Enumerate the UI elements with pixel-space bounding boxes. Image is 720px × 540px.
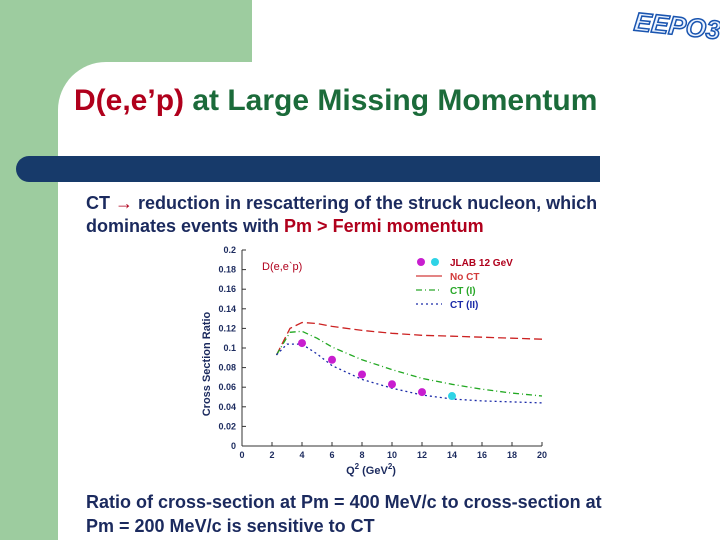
y-tick-label: 0.2 bbox=[223, 245, 236, 255]
bullet-ct-reduction: CT → reduction in rescattering of the st… bbox=[86, 192, 686, 238]
x-tick-label: 16 bbox=[477, 450, 487, 460]
series-line-no-ct bbox=[275, 321, 543, 356]
title-divider-bar bbox=[16, 156, 600, 182]
data-point bbox=[448, 392, 456, 401]
legend-label: JLAB 12 GeV bbox=[450, 258, 513, 269]
x-tick-label: 10 bbox=[387, 450, 397, 460]
data-point bbox=[358, 370, 366, 379]
bottom-line-1: Ratio of cross-section at Pm = 400 MeV/c… bbox=[86, 492, 602, 512]
x-tick-label: 0 bbox=[239, 450, 244, 460]
x-tick-label: 12 bbox=[417, 450, 427, 460]
title-rest: at Large Missing Momentum bbox=[184, 84, 598, 117]
eep03-logo: EEPO3 bbox=[632, 6, 720, 46]
legend-marker bbox=[431, 258, 439, 266]
data-point bbox=[418, 388, 426, 397]
y-tick-label: 0.02 bbox=[218, 421, 236, 431]
content-panel bbox=[58, 62, 720, 540]
page-title: D(e,e’p) at Large Missing Momentum bbox=[74, 84, 597, 118]
cross-section-ratio-chart: 00.020.040.060.080.10.120.140.160.180.2 … bbox=[201, 245, 547, 477]
y-tick-label: 0.18 bbox=[218, 265, 236, 275]
ct-label: CT bbox=[86, 193, 110, 213]
chart-legend: JLAB 12 GeV No CT CT (I) CT (II) bbox=[416, 258, 513, 311]
data-point bbox=[388, 380, 396, 389]
x-tick-label: 6 bbox=[329, 450, 334, 460]
y-tick-label: 0.08 bbox=[218, 363, 236, 373]
title-reaction: D(e,e’p) bbox=[74, 84, 185, 117]
logo-text: EEPO3 bbox=[633, 6, 720, 45]
x-tick-labels: 0 2 4 6 8 10 12 14 16 18 20 bbox=[239, 450, 547, 460]
y-tick-labels: 0 0.02 0.04 0.06 0.08 0.1 0.12 0.14 0.16 0.18 0.2 bbox=[218, 245, 236, 451]
y-tick-label: 0.1 bbox=[223, 343, 236, 353]
y-tick-label: 0.12 bbox=[218, 323, 236, 333]
series-line-ct-ii bbox=[276, 343, 543, 404]
y-tick-label: 0 bbox=[231, 441, 236, 451]
data-point bbox=[298, 339, 306, 348]
y-tick-label: 0.14 bbox=[218, 304, 236, 314]
reaction-label: D(e,e`p) bbox=[262, 261, 302, 273]
y-tick-label: 0.16 bbox=[218, 284, 236, 294]
pm-fermi-highlight: Pm > Fermi momentum bbox=[284, 216, 484, 236]
y-tick-label: 0.04 bbox=[218, 402, 236, 412]
bullet-text-2: dominates events with bbox=[86, 216, 285, 236]
plot-area bbox=[241, 249, 543, 447]
bullet-text-1: reduction in rescattering of the struck … bbox=[133, 193, 598, 213]
x-tick-label: 20 bbox=[537, 450, 547, 460]
x-tick-label: 2 bbox=[269, 450, 274, 460]
x-tick-label: 8 bbox=[359, 450, 364, 460]
legend-marker bbox=[417, 258, 425, 266]
x-axis-label: Q2 (GeV2) bbox=[346, 462, 396, 477]
legend-label: No CT bbox=[450, 272, 479, 283]
bottom-line-2: Pm = 200 MeV/c is sensitive to CT bbox=[86, 516, 375, 536]
series-line-ct-i bbox=[275, 330, 543, 397]
y-axis-label: Cross Section Ratio bbox=[201, 311, 213, 416]
x-tick-label: 4 bbox=[299, 450, 304, 460]
data-point bbox=[328, 355, 336, 364]
legend-label: CT (II) bbox=[450, 300, 478, 311]
x-tick-label: 18 bbox=[507, 450, 517, 460]
arrow-right-icon: → bbox=[115, 193, 134, 213]
x-tick-label: 14 bbox=[447, 450, 457, 460]
y-tick-label: 0.06 bbox=[218, 382, 236, 392]
legend-label: CT (I) bbox=[450, 286, 476, 297]
bottom-text: Ratio of cross-section at Pm = 400 MeV/c… bbox=[86, 490, 706, 538]
